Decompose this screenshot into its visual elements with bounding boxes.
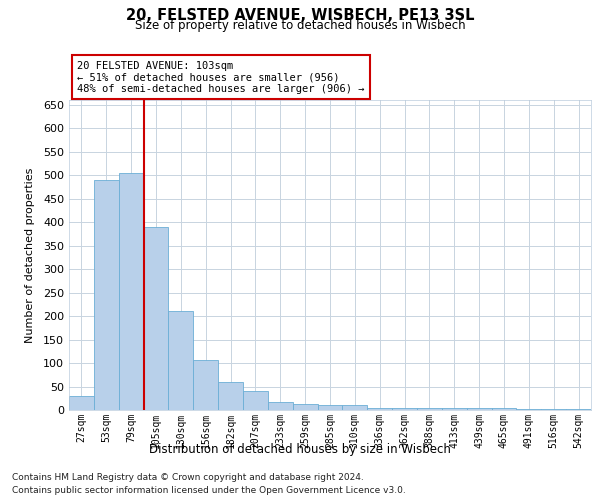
Text: 20 FELSTED AVENUE: 103sqm
← 51% of detached houses are smaller (956)
48% of semi: 20 FELSTED AVENUE: 103sqm ← 51% of detac…	[77, 60, 364, 94]
Bar	[193, 360, 218, 410]
Bar	[491, 408, 517, 410]
Bar	[467, 408, 491, 410]
Bar	[566, 408, 591, 410]
Bar	[317, 405, 343, 410]
Bar	[442, 408, 467, 410]
Text: Contains public sector information licensed under the Open Government Licence v3: Contains public sector information licen…	[12, 486, 406, 495]
Bar	[367, 408, 392, 410]
Bar	[69, 396, 94, 410]
Bar	[143, 227, 169, 410]
Bar	[293, 404, 317, 410]
Bar	[218, 382, 243, 410]
Text: Distribution of detached houses by size in Wisbech: Distribution of detached houses by size …	[149, 442, 451, 456]
Bar	[392, 408, 417, 410]
Bar	[268, 402, 293, 410]
Bar	[243, 391, 268, 410]
Bar	[417, 408, 442, 410]
Bar	[94, 180, 119, 410]
Text: 20, FELSTED AVENUE, WISBECH, PE13 3SL: 20, FELSTED AVENUE, WISBECH, PE13 3SL	[126, 8, 474, 22]
Bar	[343, 406, 367, 410]
Text: Size of property relative to detached houses in Wisbech: Size of property relative to detached ho…	[134, 19, 466, 32]
Bar	[517, 408, 541, 410]
Y-axis label: Number of detached properties: Number of detached properties	[25, 168, 35, 342]
Bar	[169, 312, 193, 410]
Text: Contains HM Land Registry data © Crown copyright and database right 2024.: Contains HM Land Registry data © Crown c…	[12, 472, 364, 482]
Bar	[119, 173, 143, 410]
Bar	[541, 408, 566, 410]
